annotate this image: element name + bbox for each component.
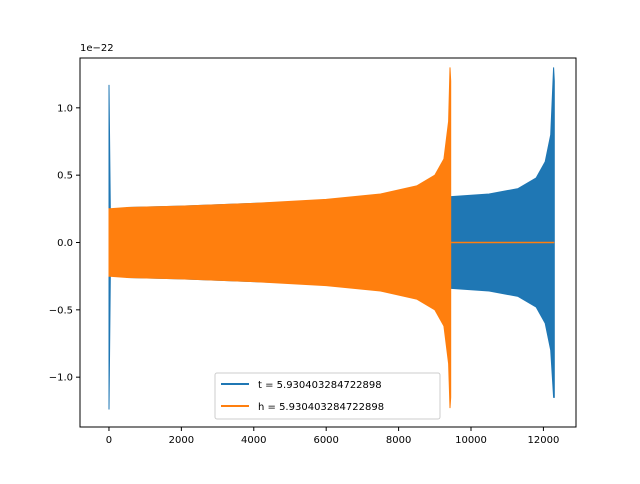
- legend-box: [214, 372, 441, 420]
- x-tick-label: 4000: [241, 435, 266, 446]
- y-tick-label: −1.0: [49, 373, 73, 384]
- y-tick-label: −0.5: [49, 305, 73, 316]
- x-tick-label: 6000: [313, 435, 338, 446]
- x-tick-label: 2000: [169, 435, 194, 446]
- x-tick-label: 0: [106, 435, 112, 446]
- y-axis: −1.0 −0.5 0.0 0.5 1.0: [49, 103, 80, 384]
- x-tick-label: 10000: [455, 435, 487, 446]
- legend-label-t: t = 5.930403284722898: [258, 380, 382, 391]
- y-offset-label: 1e−22: [80, 43, 114, 54]
- legend: t = 5.930403284722898 h = 5.930403284722…: [214, 372, 441, 420]
- x-tick-label: 12000: [528, 435, 560, 446]
- plot-area: [108, 67, 555, 410]
- x-axis: 0 2000 4000 6000 8000 10000 12000: [106, 427, 560, 446]
- y-tick-label: 0.0: [57, 238, 73, 249]
- y-tick-label: 1.0: [57, 103, 73, 114]
- series-h-oscillation: [108, 67, 452, 409]
- x-tick-label: 8000: [386, 435, 411, 446]
- y-tick-label: 0.5: [57, 171, 73, 182]
- legend-label-h: h = 5.930403284722898: [258, 402, 384, 413]
